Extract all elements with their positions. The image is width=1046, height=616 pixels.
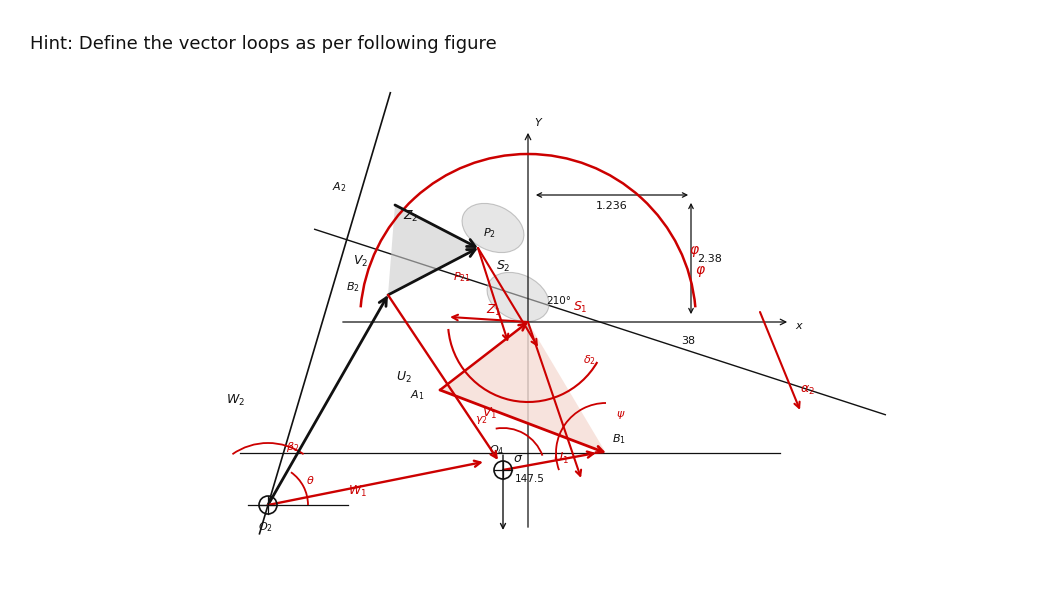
Text: $O_2$: $O_2$: [258, 520, 273, 534]
Text: $V_2$: $V_2$: [353, 254, 368, 269]
Text: 2.38: 2.38: [697, 254, 722, 264]
Text: $U_1$: $U_1$: [553, 450, 569, 466]
Text: $Z_1$: $Z_1$: [486, 302, 502, 318]
Text: $B_2$: $B_2$: [346, 280, 360, 294]
Text: 147.5: 147.5: [515, 474, 545, 484]
Text: $U_2$: $U_2$: [396, 370, 412, 385]
Text: $\varphi$: $\varphi$: [696, 264, 706, 278]
Text: 1.236: 1.236: [596, 201, 628, 211]
Text: $A_2$: $A_2$: [332, 180, 346, 194]
Text: $\gamma_2$: $\gamma_2$: [475, 414, 487, 426]
Text: $V_1$: $V_1$: [482, 406, 497, 421]
Text: $A_1$: $A_1$: [410, 388, 425, 402]
Text: 210°: 210°: [546, 296, 571, 306]
Text: $W_2$: $W_2$: [226, 392, 245, 408]
Text: $B_1$: $B_1$: [612, 432, 626, 446]
Text: $P_{21}$: $P_{21}$: [453, 270, 471, 284]
Text: 38: 38: [681, 336, 696, 346]
Text: $\sigma$: $\sigma$: [513, 452, 523, 465]
Text: $\theta$: $\theta$: [306, 474, 315, 486]
Text: $\delta_2$: $\delta_2$: [583, 353, 596, 367]
Text: Hint: Define the vector loops as per following figure: Hint: Define the vector loops as per fol…: [30, 35, 497, 53]
Text: $S_2$: $S_2$: [496, 259, 510, 274]
Text: $P_2$: $P_2$: [483, 226, 496, 240]
Ellipse shape: [487, 272, 549, 322]
Polygon shape: [388, 205, 478, 295]
Text: x: x: [795, 321, 801, 331]
Text: Y: Y: [535, 118, 541, 128]
Text: $O_4$: $O_4$: [488, 443, 504, 457]
Polygon shape: [440, 322, 606, 453]
Text: $W_1$: $W_1$: [348, 484, 367, 498]
Ellipse shape: [462, 203, 524, 253]
Text: $\varphi$: $\varphi$: [688, 243, 700, 259]
Text: $Z_2$: $Z_2$: [403, 209, 418, 224]
Text: $\alpha_2$: $\alpha_2$: [800, 383, 815, 397]
Text: $S_1$: $S_1$: [573, 299, 588, 315]
Text: $\beta_2$: $\beta_2$: [286, 440, 299, 454]
Text: $\psi$: $\psi$: [616, 409, 626, 421]
